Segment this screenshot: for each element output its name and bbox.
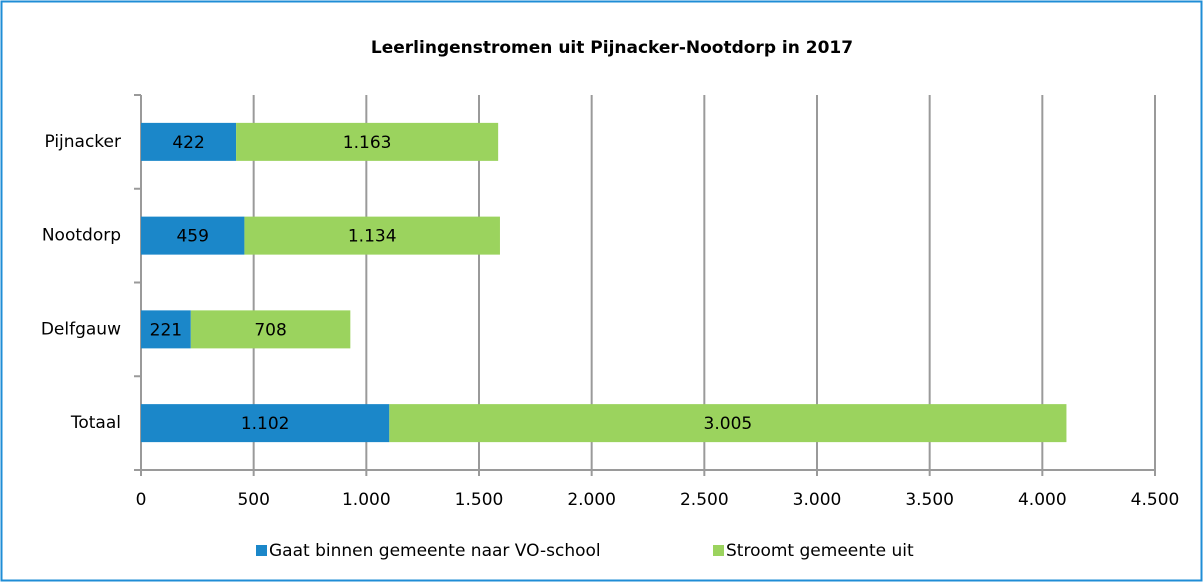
y-tick-label: Delfgauw: [41, 319, 121, 339]
x-tick-label: 3.000: [793, 490, 842, 510]
bar: [141, 404, 390, 443]
bar: [141, 310, 191, 349]
bar: [141, 216, 245, 255]
bar: [190, 310, 351, 349]
value-label: 459: [176, 227, 208, 247]
y-tick-label: Pijnacker: [44, 132, 121, 152]
legend-label: Stroomt gemeente uit: [726, 541, 914, 561]
legend-swatch: [256, 545, 267, 556]
legend-swatch: [713, 545, 724, 556]
value-label: 3.005: [704, 414, 753, 434]
x-tick-label: 4.000: [1018, 490, 1067, 510]
x-tick-label: 2.000: [567, 490, 616, 510]
value-label: 1.102: [241, 414, 290, 434]
y-tick-label: Nootdorp: [42, 226, 121, 246]
legend-label: Gaat binnen gemeente naar VO-school: [269, 541, 601, 561]
value-label: 708: [254, 320, 286, 340]
x-tick-label: 2.500: [680, 490, 729, 510]
bar: [244, 216, 500, 255]
chart-title: Leerlingenstromen uit Pijnacker-Nootdorp…: [371, 38, 853, 58]
value-label: 1.163: [343, 133, 392, 153]
bar: [389, 404, 1067, 443]
bar: [236, 122, 499, 161]
y-tick-label: Totaal: [70, 413, 121, 433]
x-tick-label: 500: [237, 490, 269, 510]
value-label: 221: [150, 320, 182, 340]
value-label: 422: [172, 133, 204, 153]
x-tick-label: 0: [136, 490, 147, 510]
x-tick-label: 4.500: [1131, 490, 1180, 510]
bar: [141, 122, 237, 161]
x-tick-label: 1.000: [342, 490, 391, 510]
x-tick-label: 1.500: [455, 490, 504, 510]
value-label: 1.134: [348, 227, 397, 247]
x-tick-label: 3.500: [905, 490, 954, 510]
